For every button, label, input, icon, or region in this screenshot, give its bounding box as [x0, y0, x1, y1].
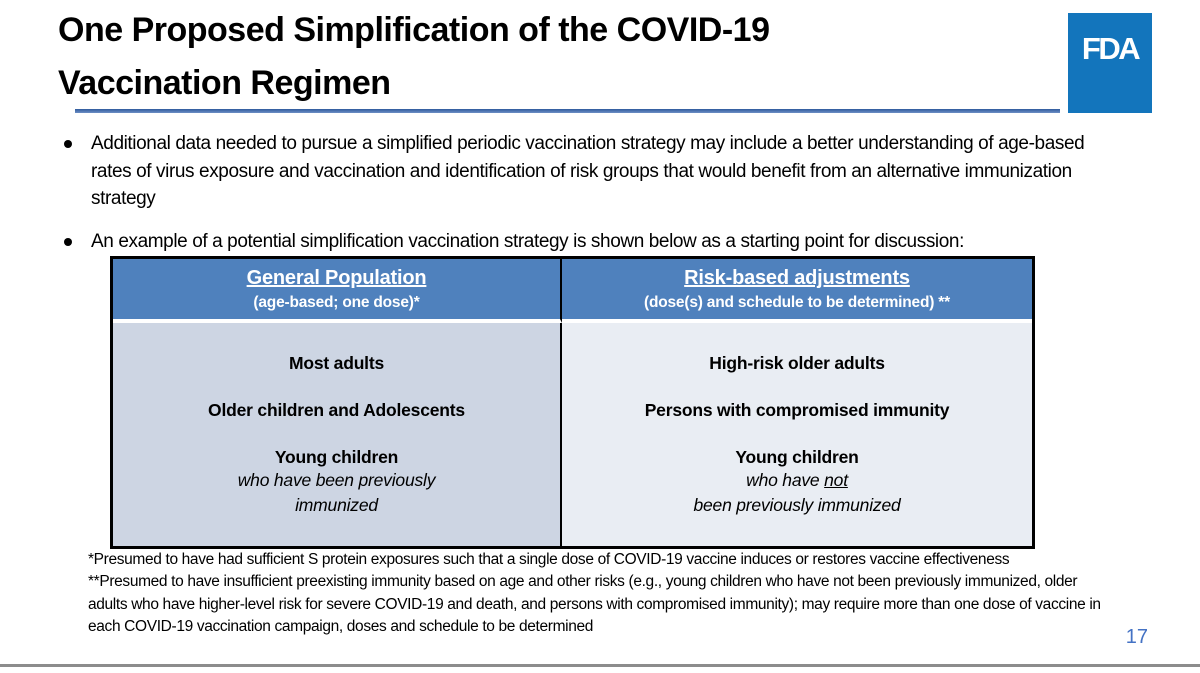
- page-number: 17: [1125, 626, 1148, 648]
- cell-note-underlined: not: [824, 470, 848, 490]
- footnote-single-asterisk: *Presumed to have had sufficient S prote…: [88, 551, 1010, 568]
- cell-entry: Young children: [274, 447, 399, 467]
- page-title-line-2: Vaccination Regimen: [58, 64, 391, 102]
- cell-note-line: been previously immunized: [693, 494, 901, 515]
- footnotes: *Presumed to have had sufficient S prote…: [88, 549, 1110, 639]
- cell-entry: Older children and Adolescents: [208, 400, 465, 420]
- bullet-item-example-strategy: An example of a potential simplification…: [62, 228, 1110, 256]
- cell-note-line: immunized: [295, 494, 378, 515]
- cell-entry: High-risk older adults: [709, 353, 885, 373]
- cell-entry: Persons with compromised immunity: [644, 400, 950, 420]
- bullet-dot-icon: [64, 237, 72, 246]
- cell-note-pre: who have: [746, 470, 825, 490]
- column-header-label: General Population: [246, 267, 427, 289]
- bullet-list: Additional data needed to pursue a simpl…: [62, 130, 1110, 255]
- cell-note-line: who have not: [562, 468, 1032, 493]
- cell-entry: Young children: [735, 447, 859, 467]
- bullet-dot-icon: [64, 140, 72, 148]
- column-header-label: Risk-based adjustments: [684, 267, 910, 289]
- footnote-double-asterisk: **Presumed to have insufficient preexist…: [88, 573, 1101, 636]
- bullet-text: Additional data needed to pursue a simpl…: [91, 133, 1085, 209]
- table-header-risk-based: Risk-based adjustments (dose(s) and sche…: [562, 259, 1032, 323]
- page-title-line-1: One Proposed Simplification of the COVID…: [58, 11, 770, 49]
- vaccination-strategy-table: General Population (age-based; one dose)…: [110, 256, 1035, 549]
- column-header-sublabel: (age-based; one dose)*: [253, 294, 420, 311]
- bullet-text: An example of a potential simplification…: [91, 230, 964, 252]
- title-divider: [75, 109, 1060, 113]
- cell-entry: Most adults: [288, 353, 385, 373]
- fda-logo-text: FDA: [1081, 31, 1141, 66]
- table-header-general-population: General Population (age-based; one dose)…: [113, 259, 562, 323]
- table-cell-general-population: Most adults Older children and Adolescen…: [113, 323, 562, 546]
- table-cell-risk-based: High-risk older adults Persons with comp…: [562, 323, 1032, 546]
- cell-note-line: who have been previously: [237, 470, 436, 490]
- bottom-divider: [0, 664, 1200, 667]
- page-title: One Proposed Simplification of the COVID…: [58, 4, 1018, 110]
- fda-logo: FDA: [1068, 13, 1152, 113]
- column-header-sublabel: (dose(s) and schedule to be determined) …: [644, 294, 950, 311]
- bullet-item-additional-data: Additional data needed to pursue a simpl…: [62, 130, 1110, 213]
